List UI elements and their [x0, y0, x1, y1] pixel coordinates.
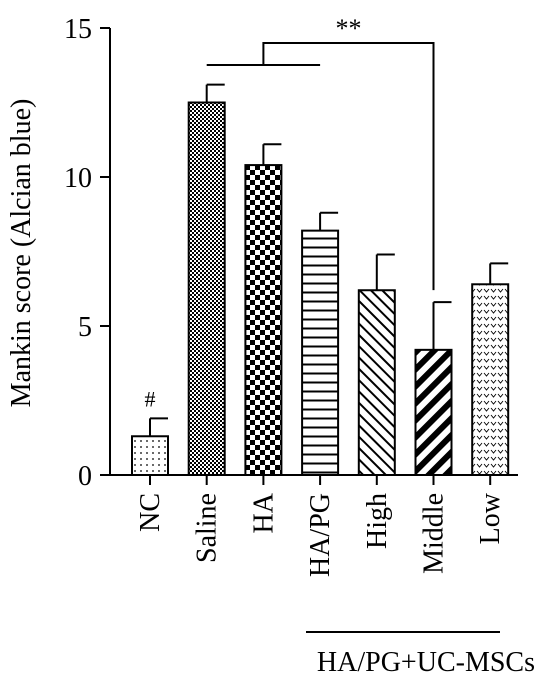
bar-ha-pg	[301, 229, 340, 476]
x-tick-label: HA	[248, 492, 279, 533]
y-tick-label: 10	[64, 163, 92, 194]
x-tick-label: Low	[475, 492, 506, 544]
significance-mark: #	[145, 386, 156, 411]
group-label: HA/PG+UC-MSCs	[317, 647, 535, 678]
bars	[131, 83, 510, 477]
bar-saline	[187, 101, 226, 476]
x-tick-label: HA/PG	[305, 493, 336, 577]
x-axis: NC Saline HA HA/PG High Middle Low	[110, 474, 518, 577]
x-tick-label: NC	[135, 493, 166, 532]
significance-mark: **	[335, 14, 361, 43]
bar-middle	[414, 348, 453, 476]
x-tick-label: Saline	[192, 493, 223, 563]
y-tick-label: 15	[64, 14, 92, 45]
y-axis-label: Mankin score (Alcian blue)	[6, 99, 37, 408]
bracket-connector	[262, 42, 435, 291]
x-tick-label: Middle	[419, 493, 450, 574]
x-tick-label: High	[362, 493, 393, 549]
bar-low	[471, 283, 510, 476]
annotations: # **	[145, 14, 435, 411]
y-tick-label: 0	[78, 461, 92, 492]
bar-nc	[131, 435, 169, 477]
y-axis: 0 5 10 15	[64, 14, 111, 492]
bar-ha	[244, 164, 283, 477]
y-tick-label: 5	[78, 312, 92, 343]
bar-high	[357, 289, 396, 476]
